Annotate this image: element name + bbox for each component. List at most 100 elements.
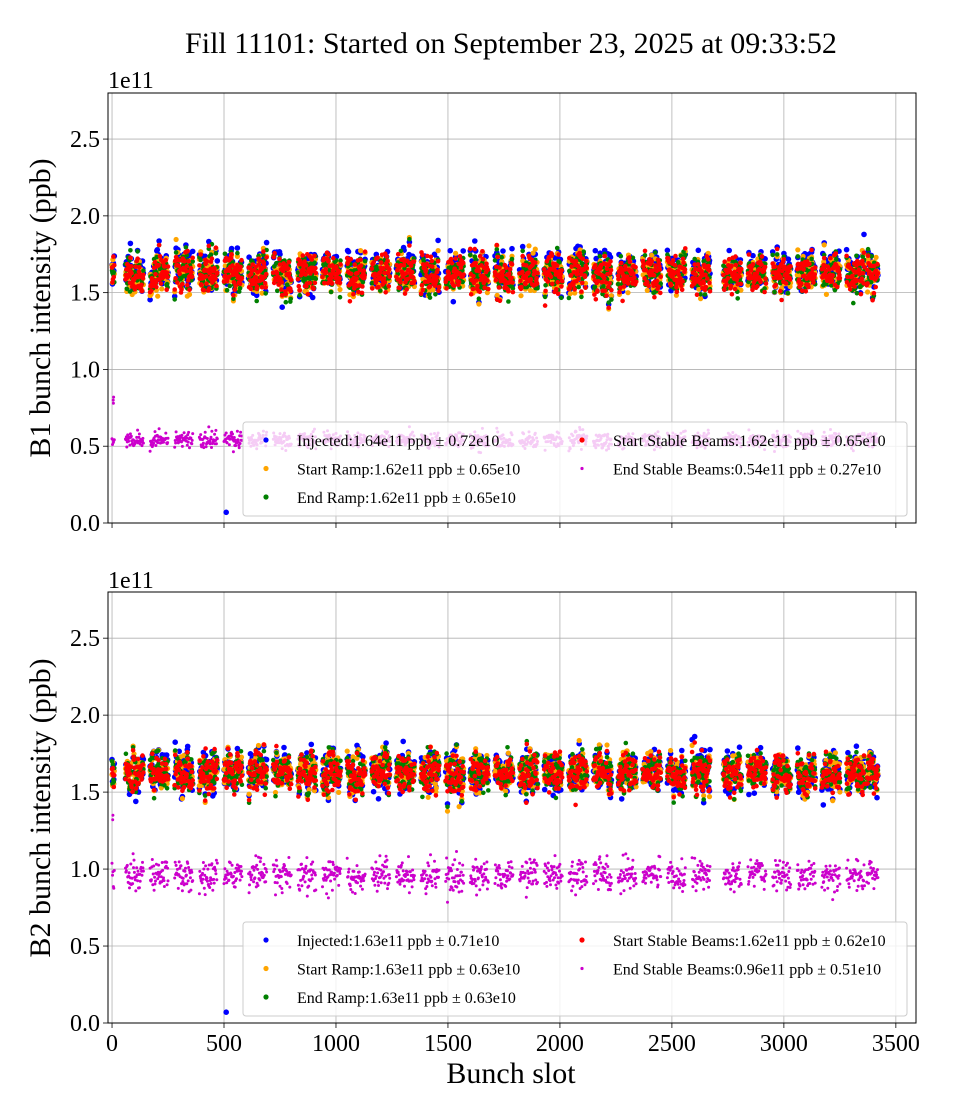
data-point [253,292,260,299]
data-point [436,284,442,290]
data-point [607,281,612,286]
data-point [869,253,874,259]
data-point [190,255,195,261]
data-point [460,248,467,254]
data-point [796,277,802,283]
data-point [234,245,241,251]
data-point [652,294,657,300]
data-point [336,270,342,275]
data-point [773,282,779,288]
data-point [492,269,498,275]
data-point [597,253,603,259]
data-point [763,276,768,282]
data-point [696,286,702,292]
data-point [361,268,367,273]
data-point [227,274,232,280]
data-point [492,258,498,263]
data-point [608,259,613,264]
data-point [550,281,555,287]
data-point [500,269,506,274]
data-point [154,284,159,290]
data-point [409,269,415,275]
data-point [834,257,839,262]
data-point [369,266,375,271]
data-point [458,265,464,270]
data-point [592,292,597,297]
data-point [156,242,162,248]
data-point [480,256,486,262]
data-point [275,288,280,294]
data-point [567,291,573,297]
data-point [329,275,334,280]
data-point [229,252,234,257]
data-point [312,253,317,259]
data-point [721,272,726,278]
data-point [750,287,755,293]
data-point [829,283,834,288]
data-point [208,252,214,257]
data-point [190,259,195,264]
data-point [624,274,630,279]
data-point [313,276,319,282]
data-point [653,263,658,268]
data-point [579,294,584,300]
data-point [733,262,739,268]
data-point [473,257,479,262]
data-point [643,267,649,273]
data-point [542,303,548,308]
data-point [680,256,686,262]
data-point [510,280,515,285]
data-point [609,297,614,302]
data-point [705,257,711,262]
data-point [279,304,286,311]
data-point [509,245,515,252]
data-point [737,274,742,279]
data-point [656,284,661,290]
data-point [750,252,756,259]
data-point [476,296,482,302]
data-point [209,256,215,261]
data-point [322,280,327,286]
data-point [755,283,760,289]
data-point [763,281,769,286]
data-point [185,282,190,288]
data-point [732,286,738,292]
data-point [617,289,622,295]
data-point [234,253,240,259]
data-point [693,272,698,277]
data-point [435,267,440,273]
data-point [128,248,133,253]
data-point [485,278,490,283]
data-point [518,278,523,284]
data-point [674,289,680,295]
data-point [779,297,784,303]
data-point [506,299,511,304]
data-point [545,279,551,284]
data-point [457,253,463,259]
data-point [189,274,195,280]
data-point [609,287,614,293]
data-point [262,280,268,286]
y-tick-label: 1.5 [70,281,100,307]
data-point [460,260,466,266]
data-point [127,274,132,279]
data-point [162,264,167,269]
data-point [582,274,588,280]
data-point [358,263,364,268]
data-point [259,285,265,290]
b1-y-axis-label: B1 bunch intensity (ppb) [24,158,57,457]
data-point [664,247,671,254]
data-point [584,258,589,264]
data-point [549,253,555,258]
data-point [573,258,579,264]
data-point [233,283,238,288]
data-point [460,279,466,285]
data-point [679,287,685,293]
data-point [774,246,780,252]
data-point [799,288,805,294]
data-point [239,257,244,263]
data-point [261,252,266,258]
data-point [376,284,381,290]
data-point [865,246,871,252]
data-point [530,250,536,256]
